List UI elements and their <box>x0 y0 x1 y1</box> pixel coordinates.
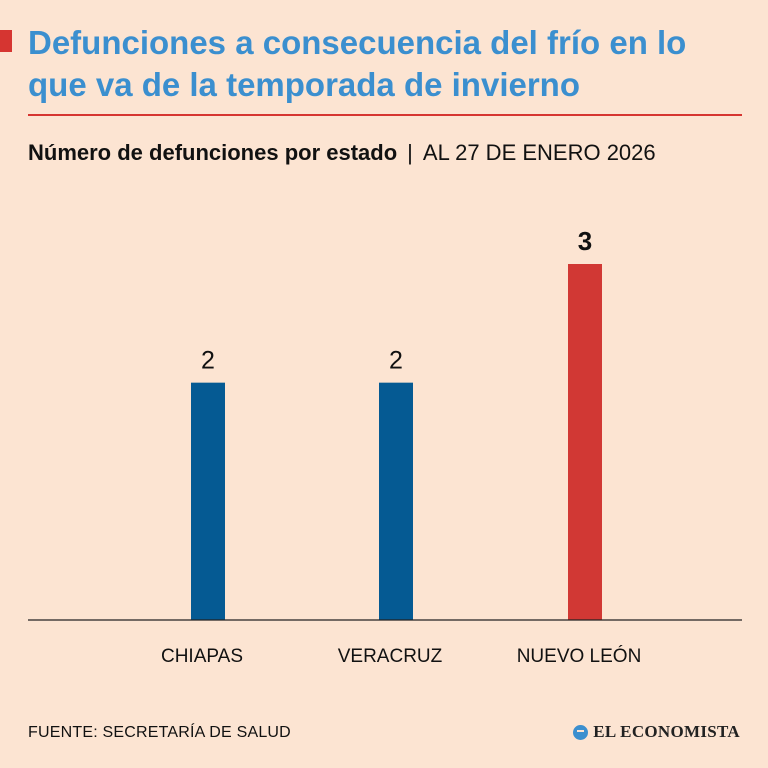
brand-logo: EL ECONOMISTA <box>573 722 740 742</box>
brand-name: EL ECONOMISTA <box>593 722 740 741</box>
el-economista-logo-icon <box>573 724 589 740</box>
chart-subtitle: Número de defunciones por estado | AL 27 D… <box>28 140 656 166</box>
subtitle-separator: | <box>407 140 413 165</box>
category-label: CHIAPAS <box>161 646 243 667</box>
page-title: Defunciones a consecuencia del frío en l… <box>28 24 687 103</box>
category-label: VERACRUZ <box>338 646 443 667</box>
value-label: 3 <box>578 226 592 256</box>
bar-veracruz <box>379 382 413 620</box>
category-label: NUEVO LEÓN <box>517 645 642 667</box>
bar-nuevo-león <box>568 264 602 620</box>
subtitle-main: Número de defunciones por estado <box>28 140 398 165</box>
bar-chiapas <box>191 382 225 620</box>
title-divider <box>28 114 742 116</box>
value-label: 2 <box>389 347 403 375</box>
source-note: FUENTE: SECRETARÍA DE SALUD <box>28 724 291 741</box>
subtitle-date: AL 27 DE ENERO 2026 <box>422 140 656 165</box>
value-label: 2 <box>201 347 215 375</box>
title-accent-mark <box>0 30 12 52</box>
